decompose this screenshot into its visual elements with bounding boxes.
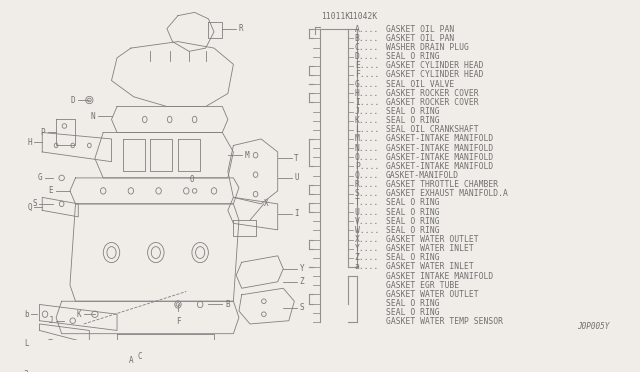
Text: Z....: Z....: [355, 253, 380, 262]
Text: SEAL O RING: SEAL O RING: [386, 226, 440, 235]
Text: N: N: [90, 112, 95, 121]
Text: O....: O....: [355, 153, 380, 162]
Text: SEAL O RING: SEAL O RING: [386, 253, 440, 262]
Text: GASKET-INTAKE MANIFOLD: GASKET-INTAKE MANIFOLD: [386, 162, 493, 171]
Text: K: K: [76, 310, 81, 319]
Text: SEAL O RING: SEAL O RING: [386, 198, 440, 208]
Text: X: X: [264, 199, 269, 208]
Text: C: C: [138, 352, 142, 361]
Text: H: H: [28, 138, 33, 147]
Text: G: G: [38, 173, 42, 182]
Text: M....: M....: [355, 134, 380, 144]
Text: G....: G....: [355, 80, 380, 89]
Text: GASKET-MANIFOLD: GASKET-MANIFOLD: [386, 171, 459, 180]
Text: N....: N....: [355, 144, 380, 153]
Text: GASKET OIL PAN: GASKET OIL PAN: [386, 34, 454, 43]
Text: F: F: [175, 317, 180, 327]
Text: D....: D....: [355, 52, 380, 61]
Text: I....: I....: [355, 98, 380, 107]
Text: SEAL O RING: SEAL O RING: [386, 107, 440, 116]
Text: GASKET CYLINDER HEAD: GASKET CYLINDER HEAD: [386, 61, 483, 70]
Text: GASKET ROCKER COVER: GASKET ROCKER COVER: [386, 98, 479, 107]
Text: E....: E....: [355, 61, 380, 70]
Text: Y....: Y....: [355, 244, 380, 253]
Text: O: O: [189, 175, 194, 185]
Text: Q....: Q....: [355, 171, 380, 180]
Text: SEAL O RING: SEAL O RING: [386, 208, 440, 217]
Text: b: b: [24, 310, 28, 319]
Text: S: S: [32, 199, 36, 208]
Text: WASHER DRAIN PLUG: WASHER DRAIN PLUG: [386, 43, 468, 52]
Text: U....: U....: [355, 208, 380, 217]
Text: S: S: [300, 303, 305, 312]
Text: T: T: [294, 154, 299, 163]
Text: GASKET THROTTLE CHAMBER: GASKET THROTTLE CHAMBER: [386, 180, 498, 189]
Text: J....: J....: [355, 107, 380, 116]
Text: J: J: [49, 316, 53, 325]
Text: GASKET WATER INLET: GASKET WATER INLET: [386, 244, 474, 253]
Text: a: a: [24, 368, 28, 372]
Text: Q: Q: [28, 203, 33, 212]
Text: GASKET WATER OUTLET: GASKET WATER OUTLET: [386, 290, 479, 299]
Text: A: A: [129, 356, 134, 365]
Text: R....: R....: [355, 180, 380, 189]
Text: 11011K: 11011K: [321, 12, 350, 21]
Text: H....: H....: [355, 89, 380, 98]
Text: GASKET-INTAKE MANIFOLD: GASKET-INTAKE MANIFOLD: [386, 144, 493, 153]
Text: GASKET-INTAKE MANIFOLD: GASKET-INTAKE MANIFOLD: [386, 153, 493, 162]
Text: SEAL O RING: SEAL O RING: [386, 308, 440, 317]
Text: C....: C....: [355, 43, 380, 52]
Text: R: R: [239, 24, 244, 33]
Text: K....: K....: [355, 116, 380, 125]
Text: B: B: [225, 300, 230, 309]
Text: X....: X....: [355, 235, 380, 244]
Text: M: M: [244, 151, 249, 160]
Text: Z: Z: [300, 277, 305, 286]
Text: GASKET ROCKER COVER: GASKET ROCKER COVER: [386, 89, 479, 98]
Text: GASKET-INTAKE MANIFOLD: GASKET-INTAKE MANIFOLD: [386, 134, 493, 144]
Text: P: P: [40, 128, 45, 137]
Text: P....: P....: [355, 162, 380, 171]
Text: SEAL O RING: SEAL O RING: [386, 299, 440, 308]
Text: GASKET EXHAUST MANIFOLD.A: GASKET EXHAUST MANIFOLD.A: [386, 189, 508, 198]
Text: SEAL O RING: SEAL O RING: [386, 217, 440, 226]
Text: GASKET CYLINDER HEAD: GASKET CYLINDER HEAD: [386, 70, 483, 80]
Text: a....: a....: [355, 263, 380, 272]
Text: D: D: [71, 96, 76, 105]
Text: U: U: [294, 173, 299, 182]
Text: T....: T....: [355, 198, 380, 208]
Text: GASKET OIL PAN: GASKET OIL PAN: [386, 25, 454, 34]
Text: GASKET WATER TEMP SENSOR: GASKET WATER TEMP SENSOR: [386, 317, 503, 326]
Text: SEAL O RING: SEAL O RING: [386, 116, 440, 125]
Text: F....: F....: [355, 70, 380, 80]
Text: SEAL OIL VALVE: SEAL OIL VALVE: [386, 80, 454, 89]
Text: V....: V....: [355, 217, 380, 226]
Text: I: I: [294, 209, 299, 218]
Text: L....: L....: [355, 125, 380, 134]
Text: B....: B....: [355, 34, 380, 43]
Text: GASKET INTAKE MANIFOLD: GASKET INTAKE MANIFOLD: [386, 272, 493, 280]
Text: 11042K: 11042K: [348, 12, 378, 21]
Text: GASKET EGR TUBE: GASKET EGR TUBE: [386, 281, 459, 290]
Text: SEAL OIL CRANKSHAFT: SEAL OIL CRANKSHAFT: [386, 125, 479, 134]
Text: W....: W....: [355, 226, 380, 235]
Text: GASKET WATER INLET: GASKET WATER INLET: [386, 263, 474, 272]
Text: GASKET WATER OUTLET: GASKET WATER OUTLET: [386, 235, 479, 244]
Text: S....: S....: [355, 189, 380, 198]
Text: J0P005Y: J0P005Y: [577, 322, 610, 331]
Text: E: E: [49, 186, 53, 195]
Text: Y: Y: [300, 264, 305, 273]
Text: SEAL O RING: SEAL O RING: [386, 52, 440, 61]
Text: A....: A....: [355, 25, 380, 34]
Text: L: L: [24, 339, 28, 348]
